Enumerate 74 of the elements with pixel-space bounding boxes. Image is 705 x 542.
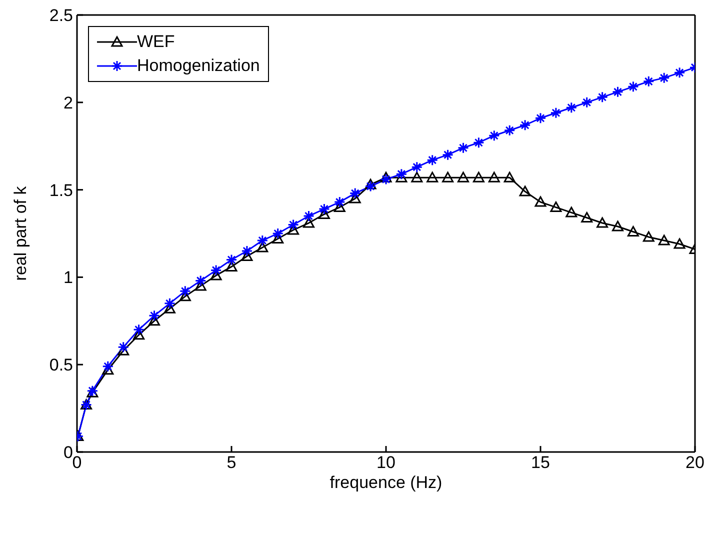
- point: [210, 264, 222, 276]
- x-tick-label: 5: [226, 453, 236, 472]
- point: [581, 96, 593, 108]
- point: [411, 161, 423, 173]
- point: [658, 72, 670, 84]
- point: [550, 202, 562, 212]
- point: [380, 172, 392, 182]
- point: [272, 228, 284, 240]
- point: [674, 238, 686, 249]
- point: [256, 242, 268, 252]
- point: [318, 203, 330, 215]
- point: [194, 274, 206, 286]
- legend-label: WEF: [137, 32, 175, 52]
- x-axis-title: frequence (Hz): [330, 473, 442, 492]
- y-tick-label: 2: [64, 93, 73, 112]
- point: [612, 86, 624, 98]
- point: [411, 172, 423, 182]
- point: [566, 102, 578, 114]
- y-tick-label: 2.5: [49, 6, 73, 26]
- point: [519, 119, 531, 131]
- x-tick-label: 10: [376, 453, 396, 472]
- point: [349, 188, 361, 200]
- point: [596, 91, 608, 103]
- point: [596, 217, 608, 228]
- point: [364, 180, 376, 192]
- point: [504, 124, 516, 136]
- y-tick-label: 0.5: [49, 356, 73, 375]
- point: [550, 107, 562, 119]
- point: [133, 324, 145, 336]
- point: [519, 186, 531, 196]
- point: [334, 196, 346, 208]
- point: [396, 168, 408, 180]
- point: [426, 172, 438, 182]
- point: [642, 76, 654, 88]
- point: [674, 66, 686, 78]
- point: [241, 245, 253, 257]
- point: [458, 172, 469, 182]
- y-axis-title: real part of k: [11, 186, 30, 281]
- point: [458, 142, 469, 154]
- x-tick-label: 15: [531, 453, 550, 472]
- point: [472, 136, 484, 148]
- y-tick-label: 1.5: [49, 180, 73, 200]
- point: [488, 130, 500, 142]
- point: [179, 285, 191, 297]
- x-tick-label: 20: [686, 453, 704, 472]
- point: [118, 341, 130, 353]
- point: [627, 226, 639, 236]
- point: [380, 174, 392, 186]
- legend-label: Homogenization: [137, 56, 260, 76]
- point: [226, 254, 238, 266]
- point: [581, 212, 593, 223]
- point: [288, 219, 300, 231]
- point: [658, 234, 670, 246]
- point: [612, 220, 624, 232]
- point: [627, 80, 639, 92]
- point: [256, 234, 268, 246]
- point: [642, 231, 654, 242]
- point: [566, 206, 578, 218]
- point: [364, 178, 376, 190]
- point: [303, 217, 314, 228]
- y-tick-label: 1: [64, 268, 73, 288]
- point: [534, 112, 546, 124]
- point: [148, 310, 160, 322]
- point: [442, 149, 454, 161]
- point: [504, 172, 516, 182]
- point: [472, 172, 484, 182]
- point: [426, 154, 438, 166]
- point: [303, 210, 314, 222]
- point: [442, 172, 454, 182]
- point: [102, 360, 114, 372]
- point: [226, 260, 238, 272]
- point: [164, 298, 176, 310]
- point: [534, 196, 546, 207]
- point: [488, 172, 500, 182]
